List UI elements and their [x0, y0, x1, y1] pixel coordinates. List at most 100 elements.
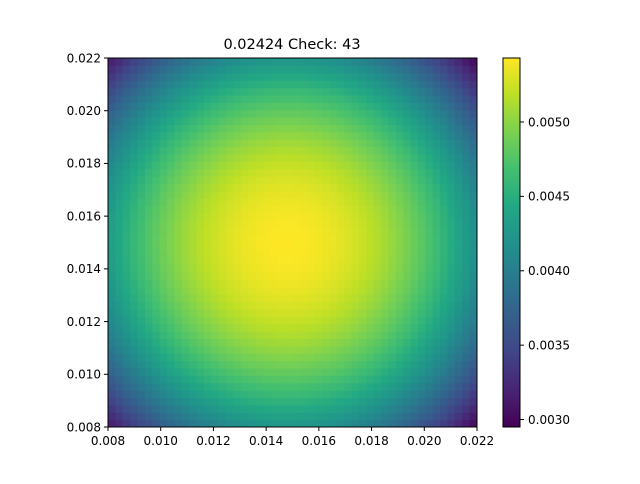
heatmap-cell: [270, 279, 279, 288]
heatmap-cell: [174, 249, 183, 258]
heatmap-cell: [181, 205, 190, 214]
heatmap-cell: [285, 183, 294, 192]
heatmap-cell: [469, 390, 477, 399]
heatmap-cell: [122, 286, 131, 295]
heatmap-cell: [432, 109, 441, 118]
heatmap-cell: [403, 161, 412, 170]
heatmap-cell: [255, 404, 264, 413]
heatmap-cell: [410, 367, 419, 376]
heatmap-cell: [218, 382, 227, 391]
heatmap-cell: [233, 419, 242, 427]
heatmap-cell: [462, 198, 471, 207]
heatmap-cell: [381, 168, 390, 177]
heatmap-cell: [189, 102, 198, 111]
heatmap-cell: [381, 294, 390, 303]
heatmap-cell: [440, 272, 449, 280]
heatmap-cell: [137, 264, 146, 273]
heatmap-cell: [262, 308, 271, 317]
heatmap-cell: [358, 102, 367, 111]
heatmap-cell: [299, 146, 308, 155]
heatmap-cell: [270, 168, 279, 177]
heatmap-cell: [255, 131, 264, 140]
heatmap-cell: [336, 272, 345, 280]
heatmap-cell: [358, 212, 367, 221]
heatmap-cell: [167, 183, 176, 192]
heatmap-cell: [336, 153, 345, 162]
heatmap-cell: [440, 345, 449, 354]
heatmap-cell: [322, 235, 330, 244]
heatmap-cell: [395, 124, 404, 133]
heatmap-cell: [292, 279, 301, 288]
heatmap-cell: [469, 338, 477, 347]
heatmap-cell: [211, 242, 220, 251]
heatmap-cell: [203, 102, 212, 111]
heatmap-cell: [240, 272, 249, 280]
heatmap-cell: [358, 345, 367, 354]
heatmap-cell: [115, 308, 124, 317]
heatmap-cell: [218, 338, 227, 347]
heatmap-cell: [314, 323, 323, 332]
heatmap-cell: [196, 153, 205, 162]
heatmap-cell: [211, 397, 220, 406]
heatmap-cell: [144, 87, 153, 96]
heatmap-cell: [388, 360, 397, 369]
heatmap-cell: [469, 249, 477, 258]
y-tick-label: 0.008: [67, 420, 101, 434]
heatmap-cell: [299, 367, 308, 376]
heatmap-cell: [381, 331, 390, 340]
heatmap-cell: [277, 227, 286, 236]
heatmap-cell: [240, 338, 249, 347]
heatmap-cell: [277, 72, 286, 81]
heatmap-cell: [299, 58, 308, 66]
heatmap-cell: [181, 183, 190, 192]
heatmap-cell: [447, 286, 456, 295]
heatmap-cell: [270, 397, 279, 406]
y-tick-label: 0.016: [67, 209, 101, 223]
heatmap-cell: [255, 249, 264, 258]
heatmap-cell: [462, 242, 471, 251]
heatmap-cell: [196, 257, 205, 266]
heatmap-cell: [462, 139, 471, 148]
heatmap-cell: [196, 131, 205, 140]
heatmap-cell: [403, 360, 412, 369]
heatmap-cell: [174, 220, 183, 229]
heatmap-cell: [388, 58, 397, 66]
heatmap-cell: [440, 205, 449, 214]
heatmap-cell: [447, 80, 456, 89]
heatmap-cell: [262, 301, 271, 310]
heatmap-cell: [152, 279, 161, 288]
heatmap-cell: [248, 94, 257, 103]
heatmap-cell: [329, 176, 338, 185]
heatmap-cell: [381, 198, 390, 207]
heatmap-cell: [417, 404, 426, 413]
heatmap-cell: [299, 323, 308, 332]
heatmap-cell: [425, 316, 434, 325]
heatmap-cell: [122, 419, 131, 427]
heatmap-cell: [358, 331, 367, 340]
heatmap-cell: [373, 353, 382, 362]
heatmap-cell: [388, 390, 397, 399]
heatmap-cell: [425, 72, 434, 81]
heatmap-cell: [226, 360, 235, 369]
heatmap-cell: [174, 80, 183, 89]
heatmap-cell: [270, 190, 279, 199]
heatmap-cell: [152, 153, 161, 162]
heatmap-cell: [262, 109, 271, 118]
heatmap-cell: [255, 139, 264, 148]
heatmap-cell: [167, 139, 176, 148]
heatmap-cell: [137, 176, 146, 185]
heatmap-cell: [233, 375, 242, 384]
heatmap-cell: [366, 316, 375, 325]
heatmap-cell: [181, 168, 190, 177]
heatmap-cell: [196, 353, 205, 362]
heatmap-cell: [115, 205, 124, 214]
heatmap-cell: [358, 301, 367, 310]
heatmap-cell: [454, 397, 463, 406]
heatmap-cell: [211, 404, 220, 413]
heatmap-cell: [285, 308, 294, 317]
heatmap-cell: [122, 331, 131, 340]
heatmap-cell: [277, 168, 286, 177]
heatmap-cell: [203, 397, 212, 406]
heatmap-cell: [167, 198, 176, 207]
heatmap-cell: [351, 220, 360, 229]
